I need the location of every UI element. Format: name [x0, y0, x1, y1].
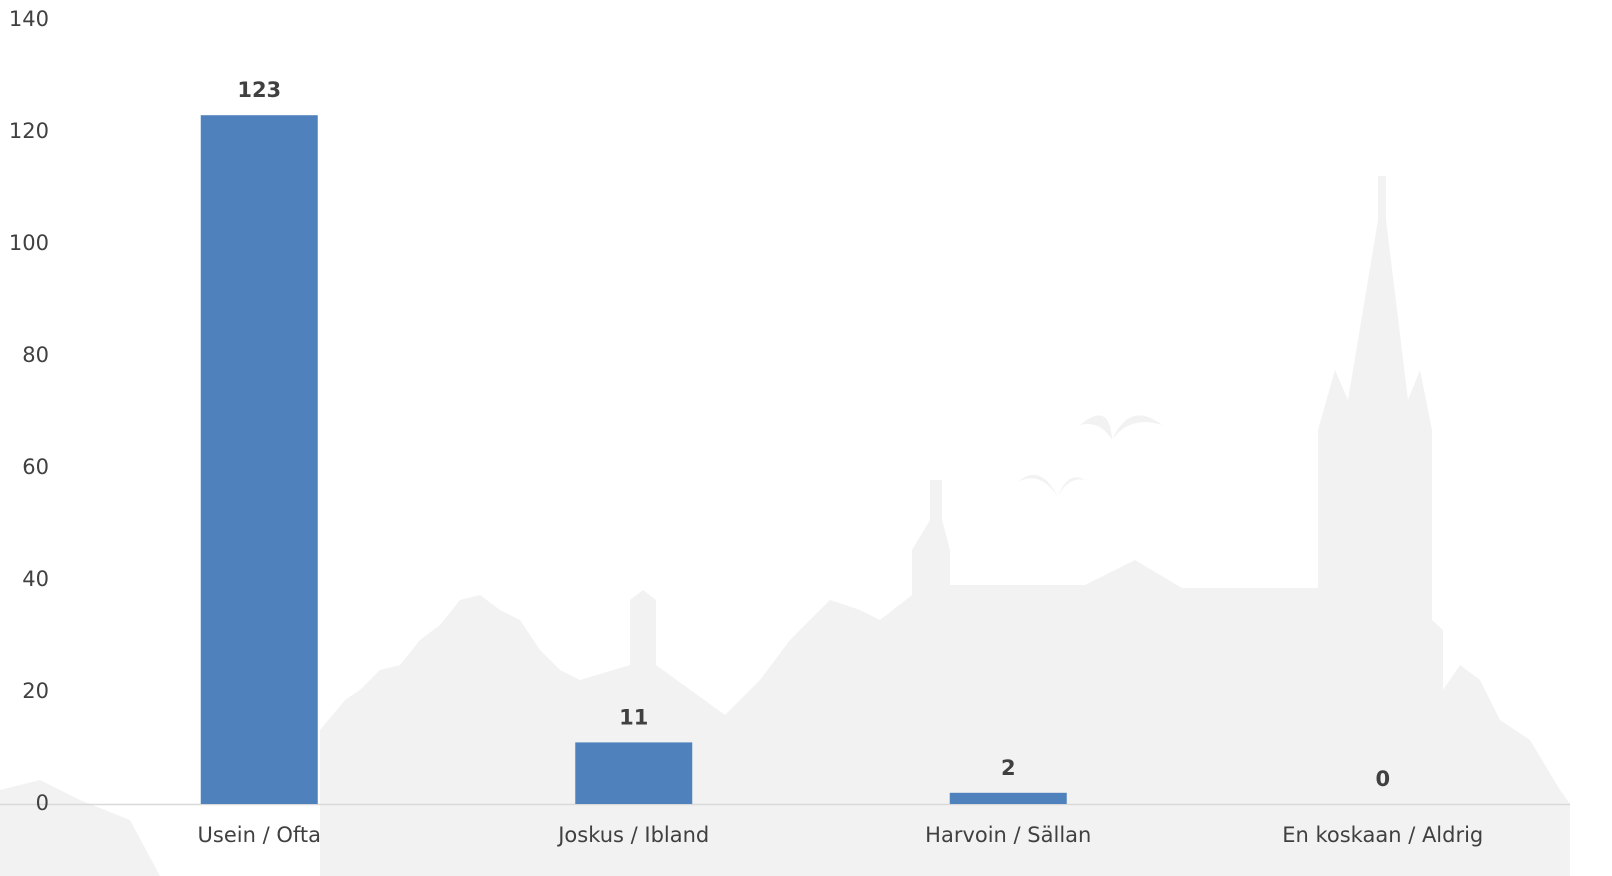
value-label: 11 — [619, 705, 648, 729]
y-tick-label: 80 — [22, 343, 49, 367]
bar — [200, 115, 318, 804]
x-tick-label: En koskaan / Aldrig — [1282, 823, 1483, 847]
y-tick-label: 100 — [9, 231, 49, 255]
bar — [575, 742, 693, 804]
x-tick-label: Joskus / Ibland — [556, 823, 709, 847]
value-label: 123 — [237, 78, 281, 102]
y-tick-label: 60 — [22, 455, 49, 479]
x-tick-label: Harvoin / Sällan — [925, 823, 1091, 847]
value-label: 0 — [1375, 767, 1390, 791]
y-tick-label: 40 — [22, 567, 49, 591]
y-tick-label: 0 — [36, 791, 49, 815]
bar — [949, 792, 1067, 804]
x-tick-label: Usein / Ofta — [198, 823, 321, 847]
y-tick-label: 120 — [9, 119, 49, 143]
y-tick-label: 20 — [22, 679, 49, 703]
value-label: 2 — [1001, 756, 1016, 780]
y-tick-label: 140 — [9, 7, 49, 31]
